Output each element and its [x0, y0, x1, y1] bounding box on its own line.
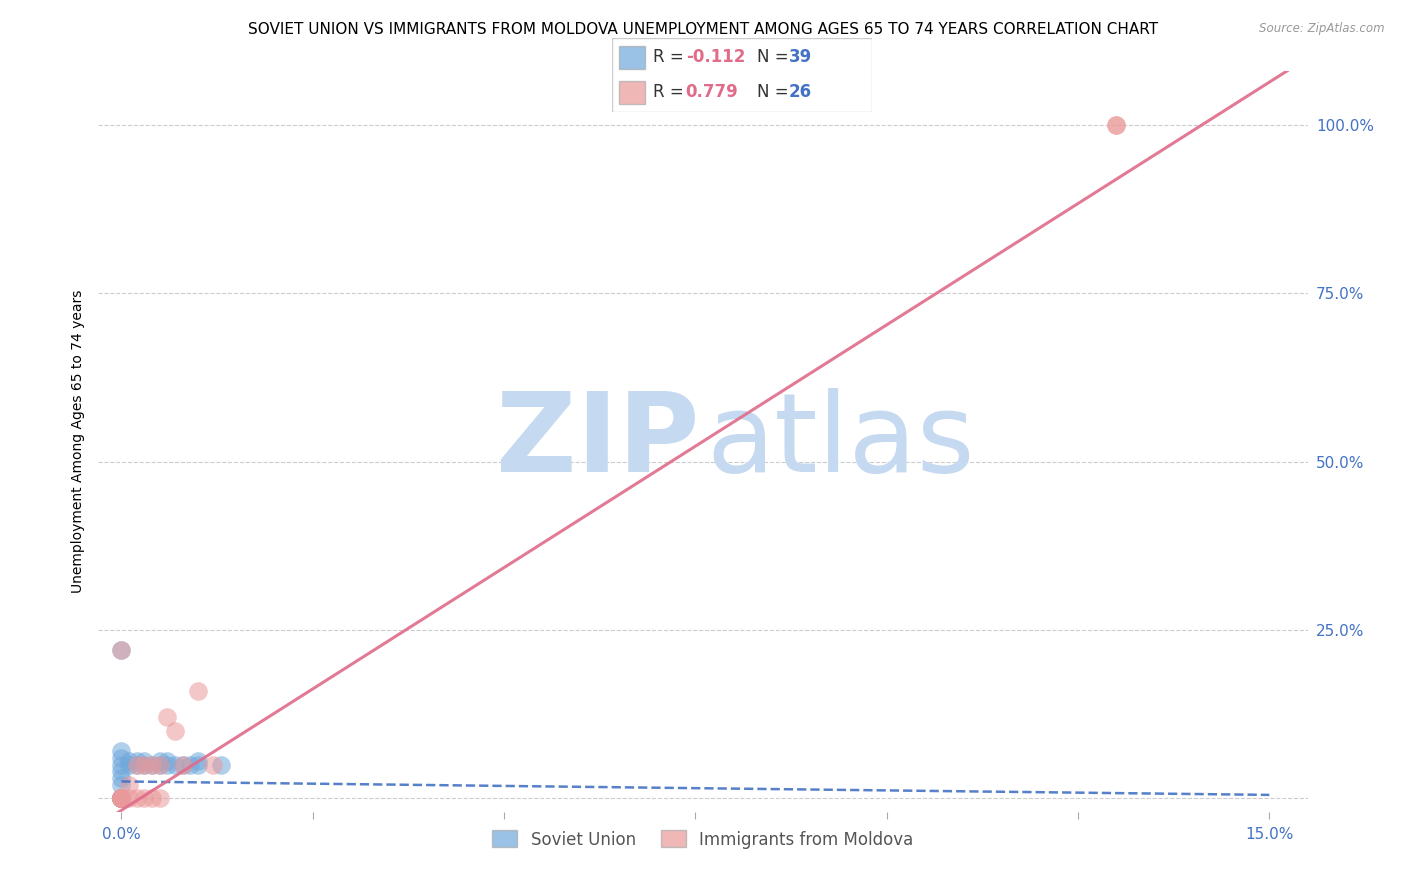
Point — [134, 757, 156, 772]
Point — [110, 764, 132, 779]
Bar — [620, 45, 645, 69]
Text: atlas: atlas — [707, 388, 976, 495]
Point — [125, 757, 148, 772]
Text: Source: ZipAtlas.com: Source: ZipAtlas.com — [1260, 22, 1385, 36]
Point — [141, 757, 163, 772]
Text: 39: 39 — [789, 48, 811, 66]
Point — [110, 643, 132, 657]
Text: R =: R = — [654, 48, 689, 66]
Point — [110, 791, 132, 805]
Point — [110, 643, 132, 657]
Point — [163, 723, 186, 738]
Point — [110, 791, 132, 805]
Point — [118, 757, 141, 772]
Point — [187, 683, 209, 698]
Point — [110, 791, 132, 805]
Point — [163, 757, 186, 772]
Text: 0.779: 0.779 — [686, 84, 738, 102]
Point — [110, 791, 132, 805]
Point — [149, 757, 172, 772]
Text: N =: N = — [758, 84, 794, 102]
Point — [187, 757, 209, 772]
Point — [149, 754, 172, 768]
Point — [110, 791, 132, 805]
Point — [156, 754, 179, 768]
Point — [110, 791, 132, 805]
Point — [110, 751, 132, 765]
Point — [156, 710, 179, 724]
Text: -0.112: -0.112 — [686, 48, 745, 66]
Point — [125, 757, 148, 772]
Point — [110, 778, 132, 792]
Point — [141, 791, 163, 805]
Point — [110, 791, 132, 805]
Point — [1105, 118, 1128, 132]
Point — [202, 757, 225, 772]
Point — [110, 791, 132, 805]
Point — [179, 757, 201, 772]
Bar — [620, 81, 645, 104]
Point — [110, 791, 132, 805]
Point — [110, 757, 132, 772]
Point — [149, 757, 172, 772]
Point — [149, 791, 172, 805]
Point — [125, 791, 148, 805]
Point — [118, 754, 141, 768]
Point — [110, 791, 132, 805]
Point — [110, 791, 132, 805]
Text: SOVIET UNION VS IMMIGRANTS FROM MOLDOVA UNEMPLOYMENT AMONG AGES 65 TO 74 YEARS C: SOVIET UNION VS IMMIGRANTS FROM MOLDOVA … — [247, 22, 1159, 37]
Point — [118, 791, 141, 805]
Point — [110, 791, 132, 805]
Point — [134, 757, 156, 772]
Point — [110, 791, 132, 805]
Point — [134, 791, 156, 805]
Point — [110, 771, 132, 785]
Legend: Soviet Union, Immigrants from Moldova: Soviet Union, Immigrants from Moldova — [486, 823, 920, 855]
Point — [156, 757, 179, 772]
Point — [141, 757, 163, 772]
Point — [187, 754, 209, 768]
Point — [110, 791, 132, 805]
Point — [110, 791, 132, 805]
Point — [110, 791, 132, 805]
Text: N =: N = — [758, 48, 794, 66]
Y-axis label: Unemployment Among Ages 65 to 74 years: Unemployment Among Ages 65 to 74 years — [72, 290, 86, 593]
Point — [118, 778, 141, 792]
Point — [110, 791, 132, 805]
Text: ZIP: ZIP — [496, 388, 699, 495]
Point — [110, 791, 132, 805]
Point — [1105, 118, 1128, 132]
Point — [172, 757, 194, 772]
Point — [125, 754, 148, 768]
Point — [110, 791, 132, 805]
FancyBboxPatch shape — [612, 38, 872, 112]
Point — [110, 744, 132, 758]
Point — [110, 791, 132, 805]
Point — [209, 757, 232, 772]
Point — [110, 791, 132, 805]
Point — [110, 791, 132, 805]
Point — [172, 757, 194, 772]
Text: 26: 26 — [789, 84, 811, 102]
Point — [110, 791, 132, 805]
Text: R =: R = — [654, 84, 689, 102]
Point — [134, 754, 156, 768]
